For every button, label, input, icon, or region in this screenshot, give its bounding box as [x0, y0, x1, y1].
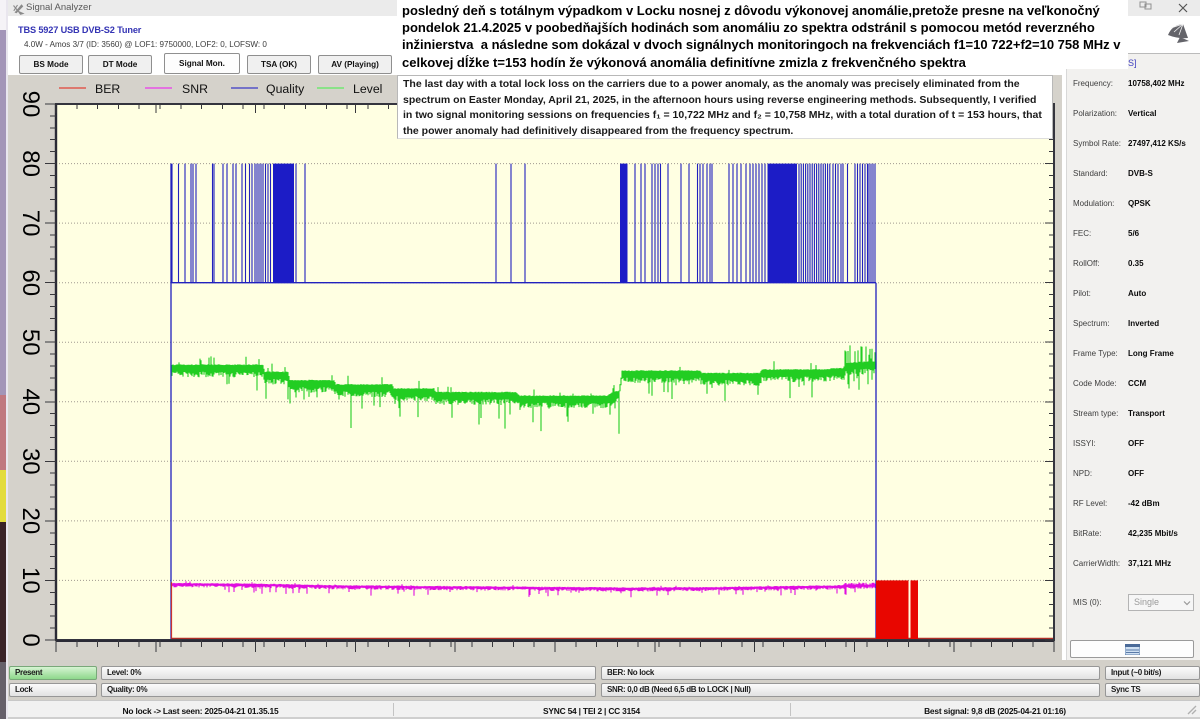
svg-text:70: 70	[17, 210, 44, 237]
svg-text:90: 90	[17, 91, 44, 118]
svg-text:Level: Level	[353, 82, 382, 96]
svg-text:30: 30	[17, 448, 44, 475]
svg-text:80: 80	[17, 150, 44, 177]
svg-text:0: 0	[17, 633, 44, 646]
svg-text:BER: BER	[95, 82, 120, 96]
svg-text:40: 40	[17, 388, 44, 415]
svg-text:Quality: Quality	[266, 82, 305, 96]
svg-text:SNR: SNR	[182, 82, 208, 96]
svg-text:20: 20	[17, 508, 44, 535]
svg-text:50: 50	[17, 329, 44, 356]
svg-text:60: 60	[17, 269, 44, 296]
svg-text:10: 10	[17, 567, 44, 594]
